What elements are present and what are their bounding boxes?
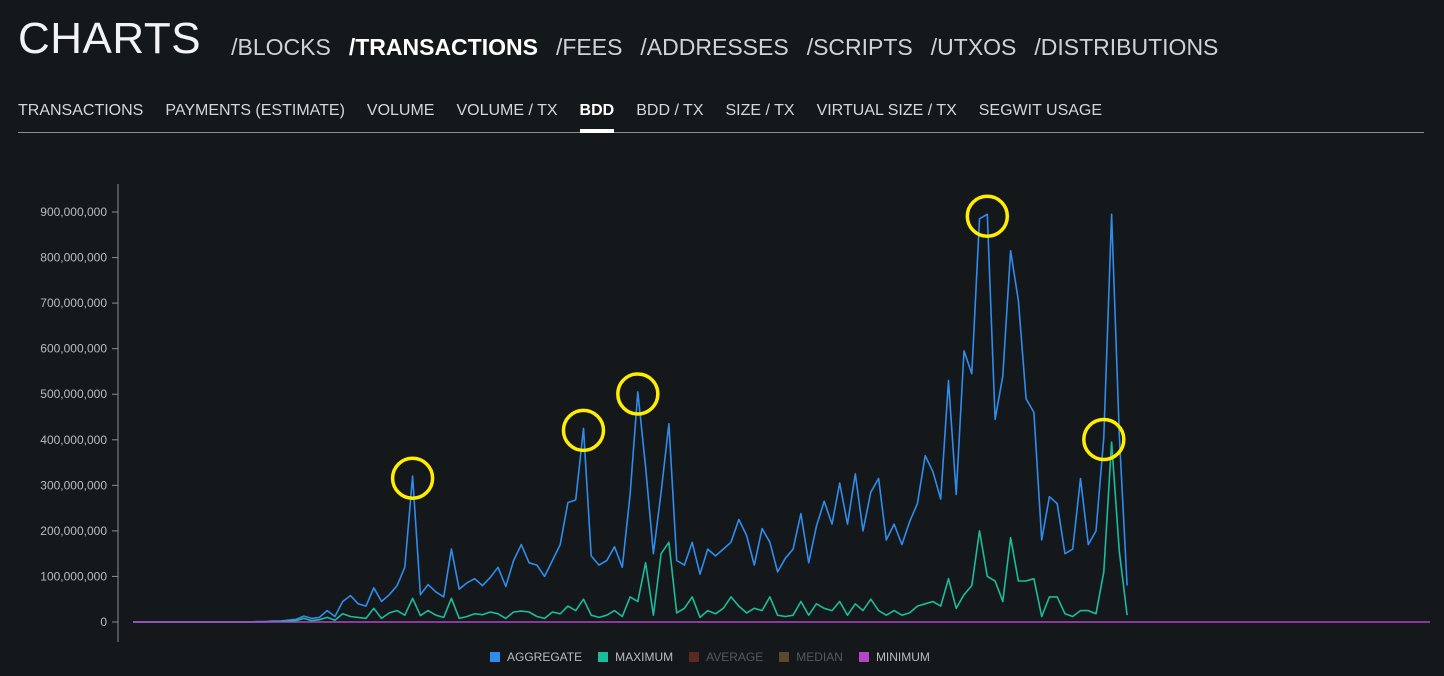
y-tick-label: 900,000,000 bbox=[40, 205, 107, 219]
peak-highlight-circle bbox=[1082, 417, 1126, 462]
y-tick-label: 500,000,000 bbox=[40, 387, 107, 401]
chart-tabs: TRANSACTIONS PAYMENTS (ESTIMATE) VOLUME … bbox=[18, 100, 1424, 133]
tab-payments[interactable]: PAYMENTS (ESTIMATE) bbox=[165, 102, 345, 119]
series-line-maximum bbox=[133, 441, 1128, 623]
y-tick-label: 600,000,000 bbox=[40, 342, 107, 356]
legend-label-aggregate: AGGREGATE bbox=[507, 650, 583, 664]
chart-legend: AGGREGATE MAXIMUM AVERAGE MEDIAN MINIMUM bbox=[490, 650, 930, 664]
legend-median[interactable]: MEDIAN bbox=[779, 650, 843, 664]
peak-highlight-circle bbox=[561, 408, 606, 453]
tab-volume[interactable]: VOLUME bbox=[366, 102, 435, 119]
nav-distributions[interactable]: /DISTRIBUTIONS bbox=[1034, 34, 1219, 60]
nav-blocks[interactable]: /BLOCKS bbox=[231, 34, 331, 60]
y-tick-label: 400,000,000 bbox=[40, 433, 107, 447]
peak-highlight-circle bbox=[965, 194, 1010, 239]
y-tick-label: 800,000,000 bbox=[40, 251, 107, 265]
tab-transactions[interactable]: TRANSACTIONS bbox=[18, 102, 144, 119]
legend-swatch-maximum bbox=[598, 652, 609, 662]
legend-swatch-minimum bbox=[858, 652, 869, 662]
series-lines bbox=[133, 213, 1430, 623]
tab-size-per-tx[interactable]: SIZE / TX bbox=[725, 102, 795, 119]
legend-aggregate[interactable]: AGGREGATE bbox=[490, 650, 582, 664]
top-nav: /BLOCKS /TRANSACTIONS /FEES /ADDRESSES /… bbox=[231, 32, 1236, 64]
legend-swatch-aggregate bbox=[490, 652, 500, 662]
tab-volume-per-tx[interactable]: VOLUME / TX bbox=[456, 102, 558, 119]
legend-label-minimum: MINIMUM bbox=[875, 650, 930, 664]
nav-addresses[interactable]: /ADDRESSES bbox=[640, 34, 789, 60]
legend-label-average: AVERAGE bbox=[706, 650, 764, 664]
nav-fees[interactable]: /FEES bbox=[555, 34, 623, 60]
y-tick-label: 0 bbox=[100, 615, 107, 629]
legend-swatch-average bbox=[689, 652, 700, 662]
legend-label-maximum: MAXIMUM bbox=[615, 650, 674, 664]
page-title: CHARTS bbox=[18, 14, 202, 63]
y-tick-label: 100,000,000 bbox=[40, 569, 107, 583]
tab-bdd-per-tx[interactable]: BDD / TX bbox=[636, 102, 704, 119]
nav-transactions[interactable]: /TRANSACTIONS bbox=[348, 34, 538, 60]
legend-swatch-median bbox=[779, 652, 790, 662]
series-line-aggregate bbox=[133, 213, 1128, 623]
nav-utxos[interactable]: /UTXOS bbox=[930, 34, 1017, 60]
nav-scripts[interactable]: /SCRIPTS bbox=[806, 34, 913, 60]
peak-highlight-circle bbox=[390, 456, 435, 500]
y-tick-label: 700,000,000 bbox=[40, 296, 107, 310]
y-axis: 0 100,000,000 200,000,000 300,000,000 400,00… bbox=[40, 184, 119, 642]
legend-minimum[interactable]: MINIMUM bbox=[858, 650, 930, 664]
tab-segwit-usage[interactable]: SEGWIT USAGE bbox=[978, 102, 1103, 119]
y-tick-label: 300,000,000 bbox=[40, 478, 107, 492]
tab-bdd[interactable]: BDD bbox=[579, 100, 614, 133]
legend-label-median: MEDIAN bbox=[796, 650, 843, 664]
legend-maximum[interactable]: MAXIMUM bbox=[598, 650, 673, 664]
y-tick-label: 200,000,000 bbox=[40, 524, 107, 538]
tab-virtual-size-per-tx[interactable]: VIRTUAL SIZE / TX bbox=[816, 102, 957, 119]
bdd-line-chart: 0 100,000,000 200,000,000 300,000,000 400,00… bbox=[40, 184, 1430, 642]
legend-average[interactable]: AVERAGE bbox=[689, 650, 763, 664]
peak-highlight-circle bbox=[616, 372, 660, 416]
highlight-circles bbox=[390, 194, 1126, 500]
